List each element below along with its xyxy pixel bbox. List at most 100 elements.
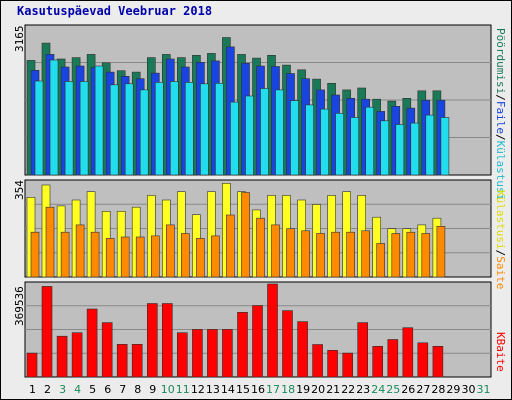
day-label-20: 20 <box>311 383 325 396</box>
day-label-10: 10 <box>161 383 175 396</box>
middle-bar-sites-day-17 <box>271 224 280 278</box>
top-bar-files-day-4 <box>79 81 89 176</box>
middle-bar-sites-day-7 <box>120 236 130 278</box>
top-bar-files-day-17 <box>275 89 284 176</box>
top-bar-files-day-24 <box>380 120 390 176</box>
bottom-bar-kbytes-day-12 <box>192 329 203 378</box>
bottom-bar-kbytes-day-20 <box>312 344 323 378</box>
top-bar-files-day-13 <box>215 83 224 176</box>
middle-bar-sites-day-26 <box>406 231 416 278</box>
bottom-bar-kbytes-day-28 <box>432 345 444 378</box>
top-bar-files-day-1 <box>34 80 44 176</box>
day-label-1: 1 <box>29 383 36 396</box>
day-label-7: 7 <box>119 383 126 396</box>
bottom-bar-kbytes-day-18 <box>282 310 293 378</box>
top-bar-files-day-25 <box>395 124 405 176</box>
middle-bar-sites-day-8 <box>135 236 145 278</box>
middle-bar-sites-day-27 <box>421 233 431 278</box>
middle-bar-sites-day-10 <box>166 224 175 278</box>
bottom-bar-kbytes-day-3 <box>56 335 68 378</box>
middle-bar-sites-day-23 <box>361 230 371 278</box>
middle-bar-sites-day-25 <box>391 233 401 278</box>
middle-bar-sites-day-13 <box>211 235 220 278</box>
bottom-bar-kbytes-day-11 <box>177 332 188 378</box>
day-label-18: 18 <box>281 383 295 396</box>
bottom-bar-kbytes-day-7 <box>116 343 128 378</box>
bottom-bar-kbytes-day-23 <box>357 322 369 378</box>
middle-bar-sites-day-22 <box>346 231 356 278</box>
middle-bar-sites-day-16 <box>256 217 265 278</box>
bottom-bar-kbytes-day-5 <box>86 308 98 378</box>
day-label-23: 23 <box>356 383 370 396</box>
bottom-bar-kbytes-day-8 <box>131 343 143 378</box>
day-label-26: 26 <box>401 383 415 396</box>
day-label-9: 9 <box>149 383 156 396</box>
day-label-17: 17 <box>266 383 280 396</box>
middle-bar-sites-day-1 <box>30 231 40 278</box>
bottom-bar-kbytes-day-6 <box>101 322 113 378</box>
middle-bar-sites-day-20 <box>316 233 325 278</box>
top-bar-files-day-27 <box>425 114 435 176</box>
bottom-bar-kbytes-day-10 <box>162 303 173 378</box>
bottom-bar-kbytes-day-21 <box>327 349 338 378</box>
bottom-bar-kbytes-day-27 <box>417 342 429 378</box>
bottom-bar-kbytes-day-1 <box>26 352 38 378</box>
middle-bar-sites-day-15 <box>241 192 250 278</box>
middle-bar-sites-day-2 <box>45 206 55 278</box>
middle-bar-sites-day-21 <box>331 231 340 278</box>
day-label-27: 27 <box>416 383 430 396</box>
middle-bar-sites-day-18 <box>286 228 295 278</box>
top-bar-files-day-28 <box>440 117 450 176</box>
bottom-bar-kbytes-day-26 <box>402 327 414 378</box>
middle-bar-sites-day-9 <box>151 235 160 278</box>
day-label-11: 11 <box>176 383 190 396</box>
top-bar-files-day-12 <box>200 83 209 176</box>
middle-bar-sites-day-14 <box>226 214 235 278</box>
top-bar-files-day-26 <box>410 122 420 176</box>
bottom-bar-kbytes-day-9 <box>147 303 158 378</box>
bottom-bar-kbytes-day-25 <box>387 339 399 378</box>
day-label-12: 12 <box>191 383 205 396</box>
top-bar-files-day-14 <box>230 101 239 176</box>
day-label-3: 3 <box>59 383 66 396</box>
day-label-29: 29 <box>446 383 460 396</box>
top-bar-files-day-2 <box>49 59 59 176</box>
day-label-31: 31 <box>477 383 491 396</box>
middle-bar-sites-day-3 <box>60 231 70 278</box>
day-label-19: 19 <box>296 383 310 396</box>
day-label-4: 4 <box>74 383 81 396</box>
middle-bar-sites-day-5 <box>90 231 100 278</box>
day-label-2: 2 <box>44 383 51 396</box>
bottom-bar-kbytes-day-13 <box>207 329 218 378</box>
bottom-bar-kbytes-day-2 <box>41 286 53 378</box>
top-bar-files-day-8 <box>139 89 149 176</box>
bottom-bar-kbytes-day-19 <box>297 321 308 378</box>
bottom-bar-kbytes-day-14 <box>222 329 233 378</box>
middle-bar-sites-day-19 <box>301 230 310 278</box>
day-label-5: 5 <box>89 383 96 396</box>
top-bar-files-day-11 <box>185 82 194 176</box>
top-bar-files-day-9 <box>155 82 164 176</box>
chart-title: Kasutuspäevad Veebruar 2018 <box>17 4 213 18</box>
day-label-22: 22 <box>341 383 355 396</box>
bottom-bar-kbytes-day-24 <box>372 345 384 378</box>
bottom-bar-kbytes-day-15 <box>237 311 248 378</box>
day-label-28: 28 <box>431 383 445 396</box>
day-label-25: 25 <box>386 383 400 396</box>
top-bar-files-day-5 <box>94 65 104 176</box>
top-bar-files-day-19 <box>305 104 314 176</box>
day-label-24: 24 <box>371 383 385 396</box>
middle-bar-sites-day-4 <box>75 224 85 278</box>
middle-bar-sites-day-12 <box>196 238 205 278</box>
bottom-bar-kbytes-day-17 <box>267 283 278 378</box>
top-bar-files-day-10 <box>170 81 179 176</box>
bottom-bar-kbytes-day-16 <box>252 305 263 378</box>
day-label-30: 30 <box>462 383 476 396</box>
day-label-16: 16 <box>251 383 265 396</box>
top-bar-files-day-20 <box>320 108 329 176</box>
top-bar-files-day-21 <box>335 113 344 176</box>
bottom-bar-kbytes-day-22 <box>342 352 354 378</box>
bottom-bar-kbytes-day-4 <box>71 332 83 378</box>
top-bar-files-day-7 <box>124 83 134 176</box>
